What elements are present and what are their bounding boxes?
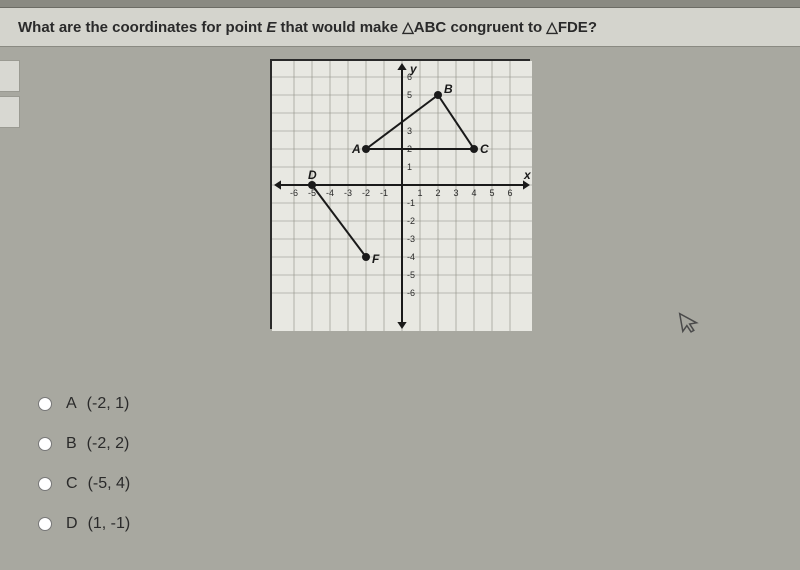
option-value: (1, -1) xyxy=(88,515,131,533)
radio-d[interactable] xyxy=(38,517,52,531)
graph-container: -6-5-4-3-2-112345665321-1-2-3-4-5-6xyABC… xyxy=(0,47,800,329)
svg-text:4: 4 xyxy=(471,188,476,198)
radio-c[interactable] xyxy=(38,477,52,491)
svg-text:1: 1 xyxy=(407,162,412,172)
svg-text:-5: -5 xyxy=(407,270,415,280)
side-tab xyxy=(0,96,20,128)
option-letter: D xyxy=(66,515,78,533)
svg-text:1: 1 xyxy=(417,188,422,198)
svg-text:5: 5 xyxy=(489,188,494,198)
coordinate-graph: -6-5-4-3-2-112345665321-1-2-3-4-5-6xyABC… xyxy=(270,59,530,329)
svg-text:3: 3 xyxy=(453,188,458,198)
svg-text:6: 6 xyxy=(507,188,512,198)
q-suffix: ? xyxy=(588,19,597,36)
q-tri2: △FDE xyxy=(546,19,588,36)
svg-text:5: 5 xyxy=(407,90,412,100)
top-strip xyxy=(0,0,800,8)
q-mid: that would make xyxy=(276,19,402,36)
radio-a[interactable] xyxy=(38,397,52,411)
svg-text:-1: -1 xyxy=(407,198,415,208)
svg-text:-4: -4 xyxy=(326,188,334,198)
svg-text:-3: -3 xyxy=(344,188,352,198)
option-letter: B xyxy=(66,435,77,453)
svg-text:A: A xyxy=(351,142,361,156)
svg-text:x: x xyxy=(523,168,532,182)
option-value: (-2, 2) xyxy=(87,435,130,453)
svg-text:F: F xyxy=(372,252,380,266)
option-d[interactable]: D (1, -1) xyxy=(38,515,130,533)
side-tab xyxy=(0,60,20,92)
svg-text:-6: -6 xyxy=(407,288,415,298)
svg-text:-2: -2 xyxy=(362,188,370,198)
svg-text:C: C xyxy=(480,142,489,156)
svg-text:-6: -6 xyxy=(290,188,298,198)
option-value: (-5, 4) xyxy=(88,475,131,493)
answer-options: A (-2, 1) B (-2, 2) C (-5, 4) D (1, -1) xyxy=(38,395,130,555)
q-point: E xyxy=(266,19,276,36)
q-mid2: congruent to xyxy=(446,19,546,36)
option-c[interactable]: C (-5, 4) xyxy=(38,475,130,493)
svg-text:2: 2 xyxy=(435,188,440,198)
svg-text:-2: -2 xyxy=(407,216,415,226)
question-text: What are the coordinates for point E tha… xyxy=(0,8,800,47)
svg-text:-4: -4 xyxy=(407,252,415,262)
radio-b[interactable] xyxy=(38,437,52,451)
q-prefix: What are the coordinates for point xyxy=(18,19,266,36)
q-tri1: △ABC xyxy=(402,19,446,36)
svg-text:3: 3 xyxy=(407,126,412,136)
graph-svg: -6-5-4-3-2-112345665321-1-2-3-4-5-6xyABC… xyxy=(272,61,532,331)
svg-text:y: y xyxy=(409,62,418,76)
option-b[interactable]: B (-2, 2) xyxy=(38,435,130,453)
svg-text:B: B xyxy=(444,82,453,96)
option-value: (-2, 1) xyxy=(87,395,130,413)
option-letter: A xyxy=(66,395,77,413)
side-tabs xyxy=(0,60,20,132)
svg-text:D: D xyxy=(308,168,317,182)
svg-text:-1: -1 xyxy=(380,188,388,198)
svg-text:-3: -3 xyxy=(407,234,415,244)
option-letter: C xyxy=(66,475,78,493)
option-a[interactable]: A (-2, 1) xyxy=(38,395,130,413)
